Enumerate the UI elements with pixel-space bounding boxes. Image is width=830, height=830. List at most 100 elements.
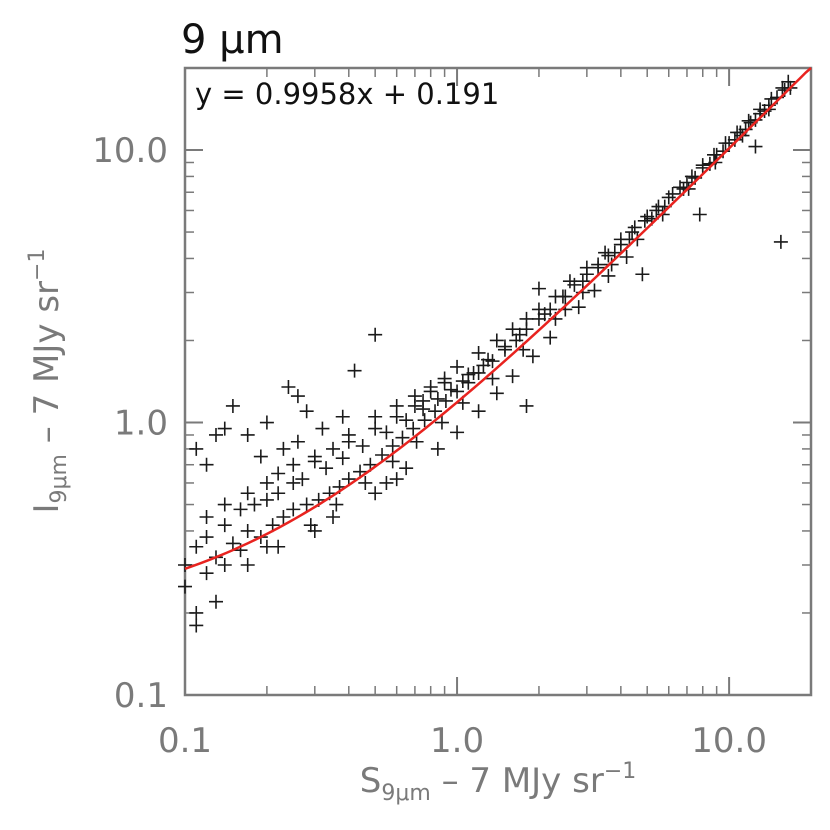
fit-line [184, 67, 812, 570]
data-point [489, 333, 504, 348]
data-point [347, 363, 362, 378]
data-point [587, 283, 602, 298]
data-point [562, 274, 577, 289]
tick-labels: 0.1 1.0 10.0 0.1 1.0 10.0 [92, 131, 767, 761]
x-axis-label-sup: −1 [604, 759, 636, 784]
data-point [385, 438, 400, 453]
data-point [225, 536, 240, 551]
panel-title: 9 μm [181, 17, 284, 63]
data-point [240, 486, 255, 501]
data-point [471, 345, 486, 360]
y-axis-label: I9μm – 7 MJy sr−1 [25, 249, 72, 514]
data-point [329, 497, 344, 512]
data-point [295, 472, 310, 487]
data-point [290, 389, 305, 404]
data-point [604, 257, 619, 272]
data-point [417, 413, 432, 428]
data-point [259, 415, 274, 430]
data-point [748, 139, 763, 154]
data-point [430, 441, 445, 456]
data-point [319, 461, 334, 476]
data-point [276, 441, 291, 456]
data-point [217, 497, 232, 512]
data-point [619, 249, 634, 264]
data-point [409, 434, 424, 449]
data-point [208, 427, 223, 442]
data-point [303, 518, 318, 533]
data-point [281, 379, 296, 394]
y-tick-label: 0.1 [114, 676, 168, 716]
y-tick-label: 10.0 [92, 131, 168, 171]
data-point [406, 421, 421, 436]
data-point [512, 327, 527, 342]
data-point [601, 268, 616, 283]
data-point [748, 112, 763, 127]
data-point [423, 384, 438, 399]
data-point [428, 404, 443, 419]
data-point [189, 605, 204, 620]
data-point [627, 220, 642, 235]
data-point [368, 409, 383, 424]
data-point [178, 557, 192, 572]
data-point [326, 441, 341, 456]
data-point [375, 447, 390, 462]
data-points [178, 74, 798, 633]
data-point [368, 327, 383, 342]
data-point [276, 510, 291, 525]
data-point [558, 289, 573, 304]
data-point [399, 461, 414, 476]
data-point [601, 248, 616, 263]
data-point [450, 359, 465, 374]
data-point [607, 245, 622, 260]
x-axis-label-base: S [360, 761, 382, 801]
data-point [509, 333, 524, 348]
data-point [335, 451, 350, 466]
data-point [247, 497, 262, 512]
data-point [781, 74, 796, 89]
data-point [240, 557, 255, 572]
data-point [259, 475, 274, 490]
x-tick-label: 0.1 [158, 721, 212, 761]
data-point [395, 430, 410, 445]
data-point [389, 409, 404, 424]
data-point [389, 472, 404, 487]
data-point [286, 457, 301, 472]
data-point [368, 421, 383, 436]
x-tick-label: 10.0 [691, 721, 767, 761]
x-axis-label-sub: 9μm [381, 781, 430, 806]
data-point [379, 475, 394, 490]
data-point [525, 349, 540, 364]
data-point [481, 352, 496, 367]
data-point [217, 557, 232, 572]
data-point [692, 207, 707, 222]
data-point [299, 404, 314, 419]
data-point [738, 122, 753, 137]
data-point [368, 486, 383, 501]
data-point [341, 434, 356, 449]
y-axis-label-sup: −1 [25, 249, 50, 281]
data-point [505, 322, 520, 337]
data-point [727, 132, 742, 147]
data-point [335, 409, 350, 424]
data-point [240, 427, 255, 442]
data-point [505, 369, 520, 384]
data-point [199, 510, 214, 525]
y-axis-label-base: I [27, 503, 67, 513]
data-point [286, 475, 301, 490]
data-point [764, 91, 779, 106]
data-point [489, 386, 504, 401]
data-point [271, 486, 286, 501]
data-point [307, 449, 322, 464]
data-point [208, 594, 223, 609]
data-point [199, 530, 214, 545]
data-point [271, 539, 286, 554]
data-point [450, 425, 465, 440]
data-point [271, 466, 286, 481]
data-point [259, 492, 274, 507]
data-point [315, 421, 330, 436]
data-point [635, 267, 650, 282]
y-tick-label: 1.0 [114, 404, 168, 444]
data-point [543, 330, 558, 345]
data-point [741, 113, 756, 128]
